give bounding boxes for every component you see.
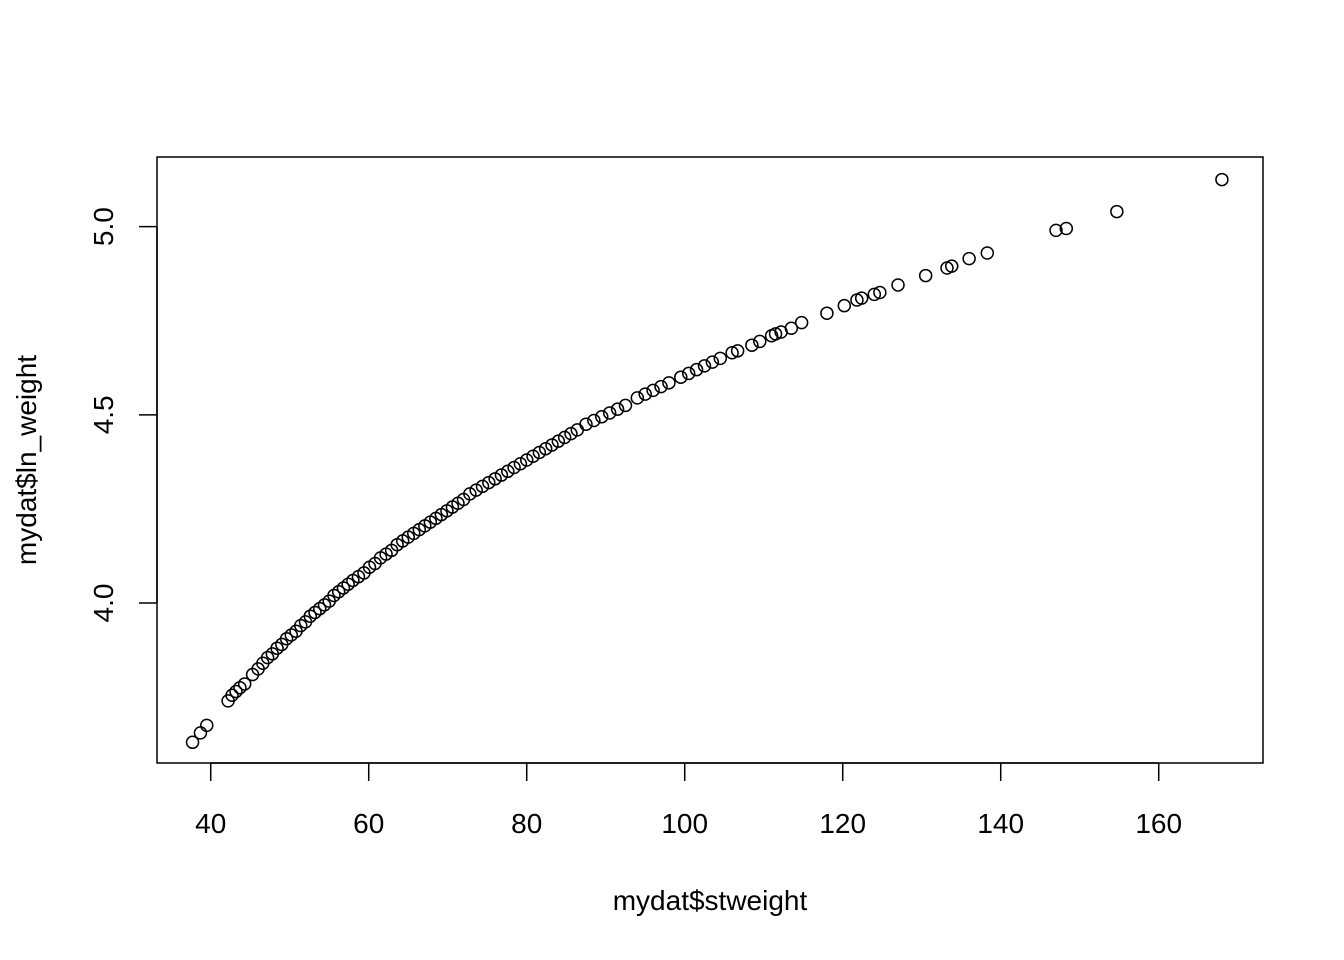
data-point — [681, 366, 696, 381]
data-point — [768, 327, 783, 341]
x-tick-label: 100 — [661, 808, 708, 839]
data-point — [662, 376, 676, 390]
data-point — [331, 584, 346, 599]
data-point — [579, 417, 593, 431]
data-point — [1049, 223, 1063, 238]
data-point — [689, 362, 704, 377]
data-point — [867, 287, 882, 302]
data-point — [713, 351, 728, 366]
data-point — [980, 246, 995, 260]
y-axis: 4.0 4.5 5.0 — [88, 207, 158, 623]
data-point — [753, 334, 767, 349]
data-point — [260, 650, 275, 665]
data-point — [837, 298, 852, 313]
data-point — [279, 632, 294, 646]
x-tick-label: 80 — [511, 808, 542, 839]
x-tick-label: 140 — [977, 808, 1024, 839]
data-point — [891, 278, 905, 292]
data-point — [638, 387, 652, 401]
data-point — [820, 306, 834, 320]
data-point — [654, 379, 668, 394]
data-point — [237, 677, 252, 691]
data-point — [270, 641, 284, 655]
data-point — [697, 359, 712, 373]
data-point — [918, 268, 933, 283]
data-point — [784, 321, 799, 336]
data-point — [674, 370, 688, 384]
data-point — [225, 688, 239, 702]
y-axis-label: mydat$ln_weight — [11, 355, 42, 565]
data-point — [873, 285, 887, 300]
data-point — [630, 391, 645, 405]
data-point — [602, 406, 617, 420]
x-tick-label: 60 — [353, 808, 384, 839]
data-point — [794, 315, 809, 330]
data-point — [854, 291, 869, 305]
data-point — [587, 413, 601, 428]
data-point — [327, 588, 341, 603]
data-point — [200, 718, 214, 733]
data-point — [341, 577, 355, 591]
data-point — [308, 605, 322, 620]
data-point — [705, 355, 720, 369]
data-point — [233, 680, 247, 695]
y-tick-label: 4.5 — [88, 395, 119, 434]
x-axis-label: mydat$stweight — [613, 885, 808, 916]
data-point — [944, 259, 959, 273]
data-point — [294, 618, 308, 633]
x-tick-label: 120 — [819, 808, 866, 839]
y-tick-label: 4.0 — [88, 584, 119, 623]
data-points — [185, 172, 1229, 750]
data-point — [336, 581, 351, 595]
data-point — [284, 628, 299, 642]
data-point — [1059, 221, 1074, 236]
data-point — [595, 409, 609, 424]
data-point — [185, 735, 200, 750]
data-point — [745, 338, 759, 352]
data-point — [618, 398, 633, 413]
data-point — [610, 402, 625, 416]
data-point — [730, 344, 745, 358]
data-point — [646, 383, 660, 398]
data-point — [303, 609, 318, 623]
data-point — [725, 345, 739, 360]
data-point — [1110, 204, 1124, 219]
x-tick-label: 160 — [1135, 808, 1182, 839]
x-tick-label: 40 — [195, 808, 226, 839]
data-point — [1215, 172, 1229, 187]
data-point — [317, 598, 332, 612]
data-point — [229, 684, 243, 699]
y-tick-label: 5.0 — [88, 207, 119, 246]
data-point — [312, 601, 327, 616]
x-axis: 40 60 80 100 120 140 160 — [195, 762, 1182, 839]
data-point — [962, 251, 976, 266]
